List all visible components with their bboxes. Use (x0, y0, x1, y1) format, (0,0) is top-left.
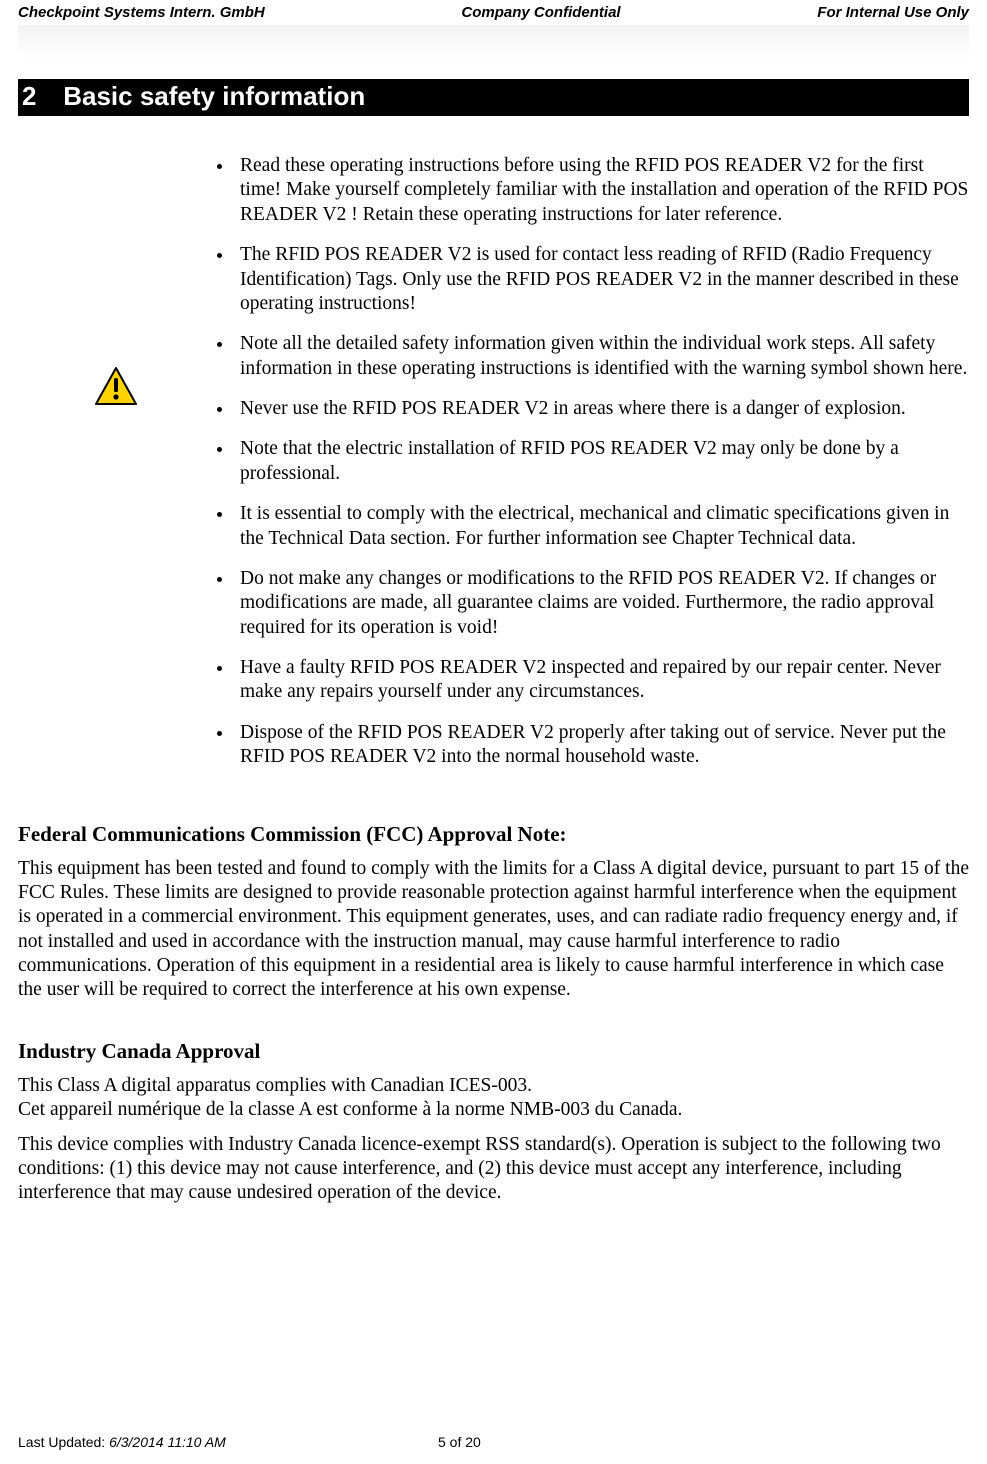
fcc-heading: Federal Communications Commission (FCC) … (18, 822, 969, 847)
list-item: Read these operating instructions before… (234, 154, 969, 227)
header-right: For Internal Use Only (817, 4, 969, 21)
header-center: Company Confidential (461, 4, 620, 21)
safety-list-container: Read these operating instructions before… (198, 154, 969, 786)
ic-paragraph-2: This device complies with Industry Canad… (18, 1133, 969, 1206)
page-footer: Last Updated: 6/3/2014 11:10 AM 5 of 20 (18, 1434, 969, 1450)
ic-line-fr: Cet appareil numérique de la classe A es… (18, 1099, 682, 1120)
footer-page-number: 5 of 20 (438, 1434, 481, 1450)
page-header: Checkpoint Systems Intern. GmbH Company … (18, 0, 969, 21)
list-item: The RFID POS READER V2 is used for conta… (234, 243, 969, 316)
header-left: Checkpoint Systems Intern. GmbH (18, 4, 265, 21)
footer-updated: Last Updated: 6/3/2014 11:10 AM (18, 1434, 438, 1450)
header-decoration (18, 25, 969, 75)
section-heading: 2 Basic safety information (18, 79, 969, 116)
ic-line-en: This Class A digital apparatus complies … (18, 1075, 532, 1096)
footer-updated-value: 6/3/2014 11:10 AM (109, 1434, 226, 1450)
list-item: It is essential to comply with the elect… (234, 502, 969, 551)
document-page: Checkpoint Systems Intern. GmbH Company … (0, 0, 987, 1464)
ic-heading: Industry Canada Approval (18, 1039, 969, 1064)
fcc-body: This equipment has been tested and found… (18, 857, 969, 1003)
body-area: Read these operating instructions before… (18, 154, 969, 786)
list-item: Have a faulty RFID POS READER V2 inspect… (234, 656, 969, 705)
list-item: Never use the RFID POS READER V2 in area… (234, 397, 969, 421)
warning-icon (94, 366, 138, 411)
list-item: Dispose of the RFID POS READER V2 proper… (234, 721, 969, 770)
section-title: Basic safety information (63, 81, 365, 111)
icon-column (18, 154, 198, 786)
list-item: Do not make any changes or modifications… (234, 567, 969, 640)
list-item: Note all the detailed safety information… (234, 332, 969, 381)
ic-paragraph-1: This Class A digital apparatus complies … (18, 1074, 969, 1123)
section-number: 2 (22, 81, 56, 112)
footer-updated-label: Last Updated: (18, 1434, 109, 1450)
safety-list: Read these operating instructions before… (198, 154, 969, 770)
list-item: Note that the electric installation of R… (234, 437, 969, 486)
